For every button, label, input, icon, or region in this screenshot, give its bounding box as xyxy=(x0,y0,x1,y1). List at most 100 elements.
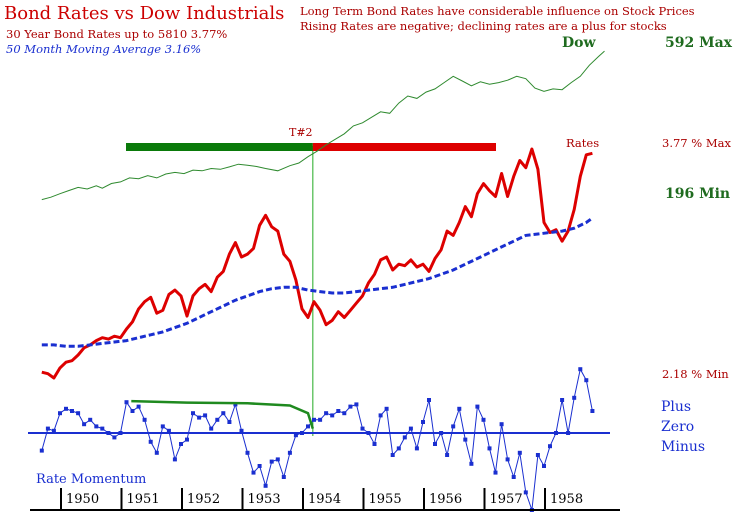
momentum-point xyxy=(215,417,220,422)
momentum-point xyxy=(245,450,250,455)
momentum-point xyxy=(469,461,474,466)
momentum-point xyxy=(221,411,226,416)
momentum-point xyxy=(154,450,159,455)
momentum-point xyxy=(106,431,111,435)
momentum-point xyxy=(45,426,50,431)
momentum-point xyxy=(493,470,498,475)
momentum-point xyxy=(354,402,359,407)
momentum-point xyxy=(475,404,480,409)
momentum-point xyxy=(64,406,68,411)
momentum-point xyxy=(136,404,141,409)
momentum-point xyxy=(269,459,274,464)
momentum-point xyxy=(535,453,540,457)
x-tick-label: 1958 xyxy=(550,492,583,507)
momentum-point xyxy=(451,424,456,429)
momentum-point xyxy=(263,483,268,488)
note-line-1: Long Term Bond Rates have considerable i… xyxy=(300,4,695,18)
momentum-point xyxy=(239,428,244,433)
momentum-point xyxy=(517,450,522,455)
momentum-point xyxy=(148,439,153,444)
momentum-point xyxy=(191,411,195,416)
momentum-point xyxy=(523,490,528,495)
rate-momentum-line xyxy=(41,367,593,511)
momentum-point xyxy=(118,431,123,435)
momentum-point xyxy=(566,431,571,435)
plus-label: Plus xyxy=(661,399,691,415)
dow-line xyxy=(41,50,605,201)
momentum-point xyxy=(584,378,589,383)
momentum-point xyxy=(427,398,431,402)
momentum-point xyxy=(324,411,329,416)
momentum-point xyxy=(421,420,425,424)
momentum-point xyxy=(348,404,353,409)
momentum-point xyxy=(112,435,117,440)
momentum-point xyxy=(396,446,401,451)
momentum-point xyxy=(590,409,595,413)
x-tick-label: 1950 xyxy=(66,492,99,507)
momentum-point xyxy=(542,464,546,468)
momentum-point xyxy=(70,409,74,413)
momentum-point xyxy=(433,442,437,446)
zero-label: Zero xyxy=(661,419,694,435)
marker-label: T#2 xyxy=(289,126,313,139)
momentum-point xyxy=(251,470,256,475)
momentum-point xyxy=(179,442,183,446)
momentum-point xyxy=(293,433,298,438)
dow-max-label: 592 Max xyxy=(665,35,733,51)
momentum-point xyxy=(300,431,304,435)
momentum-point xyxy=(185,437,189,442)
momentum-point xyxy=(124,400,129,405)
momentum-point xyxy=(372,442,377,446)
momentum-point xyxy=(166,428,171,433)
momentum-point xyxy=(378,413,383,418)
momentum-point xyxy=(318,417,323,422)
x-tick-label: 1951 xyxy=(127,492,160,507)
momentum-point xyxy=(203,413,208,418)
momentum-point xyxy=(160,424,165,429)
momentum-point xyxy=(548,444,552,449)
legend-rates-text: 30 Year Bond Rates up to 5810 3.77% xyxy=(6,27,227,41)
momentum-point xyxy=(39,448,44,453)
momentum-point xyxy=(306,424,310,429)
momentum-point xyxy=(342,411,347,416)
momentum-point xyxy=(402,435,407,440)
rates-label: Rates xyxy=(566,136,599,150)
momentum-point xyxy=(560,398,565,402)
momentum-point xyxy=(578,367,583,372)
momentum-point xyxy=(281,475,286,479)
momentum-point xyxy=(360,426,365,431)
momentum-point xyxy=(51,428,56,433)
momentum-point xyxy=(554,431,558,435)
momentum-point xyxy=(366,431,371,435)
rates-min-label: 2.18 % Min xyxy=(662,367,729,381)
x-tick-label: 1952 xyxy=(187,492,220,507)
momentum-point xyxy=(82,422,87,427)
momentum-point xyxy=(76,411,81,416)
rate-momentum-label: Rate Momentum xyxy=(36,472,146,487)
momentum-point xyxy=(257,464,262,468)
legend-ma-text: 50 Month Moving Average 3.16% xyxy=(6,42,201,56)
momentum-point xyxy=(197,415,202,420)
moving-average-line xyxy=(41,216,594,348)
momentum-point xyxy=(572,395,577,400)
momentum-point xyxy=(414,446,419,451)
x-tick-label: 1957 xyxy=(490,492,523,507)
momentum-point xyxy=(336,409,341,413)
momentum-point xyxy=(511,475,516,479)
momentum-trend-line xyxy=(131,399,314,429)
momentum-point xyxy=(88,417,93,422)
dow-min-label: 196 Min xyxy=(665,186,730,202)
momentum-point xyxy=(463,437,468,442)
momentum-point xyxy=(408,426,413,431)
momentum-point xyxy=(275,457,280,462)
momentum-point xyxy=(487,446,492,451)
momentum-point xyxy=(505,457,510,462)
momentum-point xyxy=(94,424,99,429)
dow-label: Dow xyxy=(562,35,596,51)
rates-max-label: 3.77 % Max xyxy=(662,136,731,150)
momentum-point xyxy=(312,417,316,422)
x-tick-label: 1954 xyxy=(308,492,341,507)
chart-title: Bond Rates vs Dow Industrials xyxy=(4,3,284,24)
momentum-point xyxy=(481,417,486,422)
